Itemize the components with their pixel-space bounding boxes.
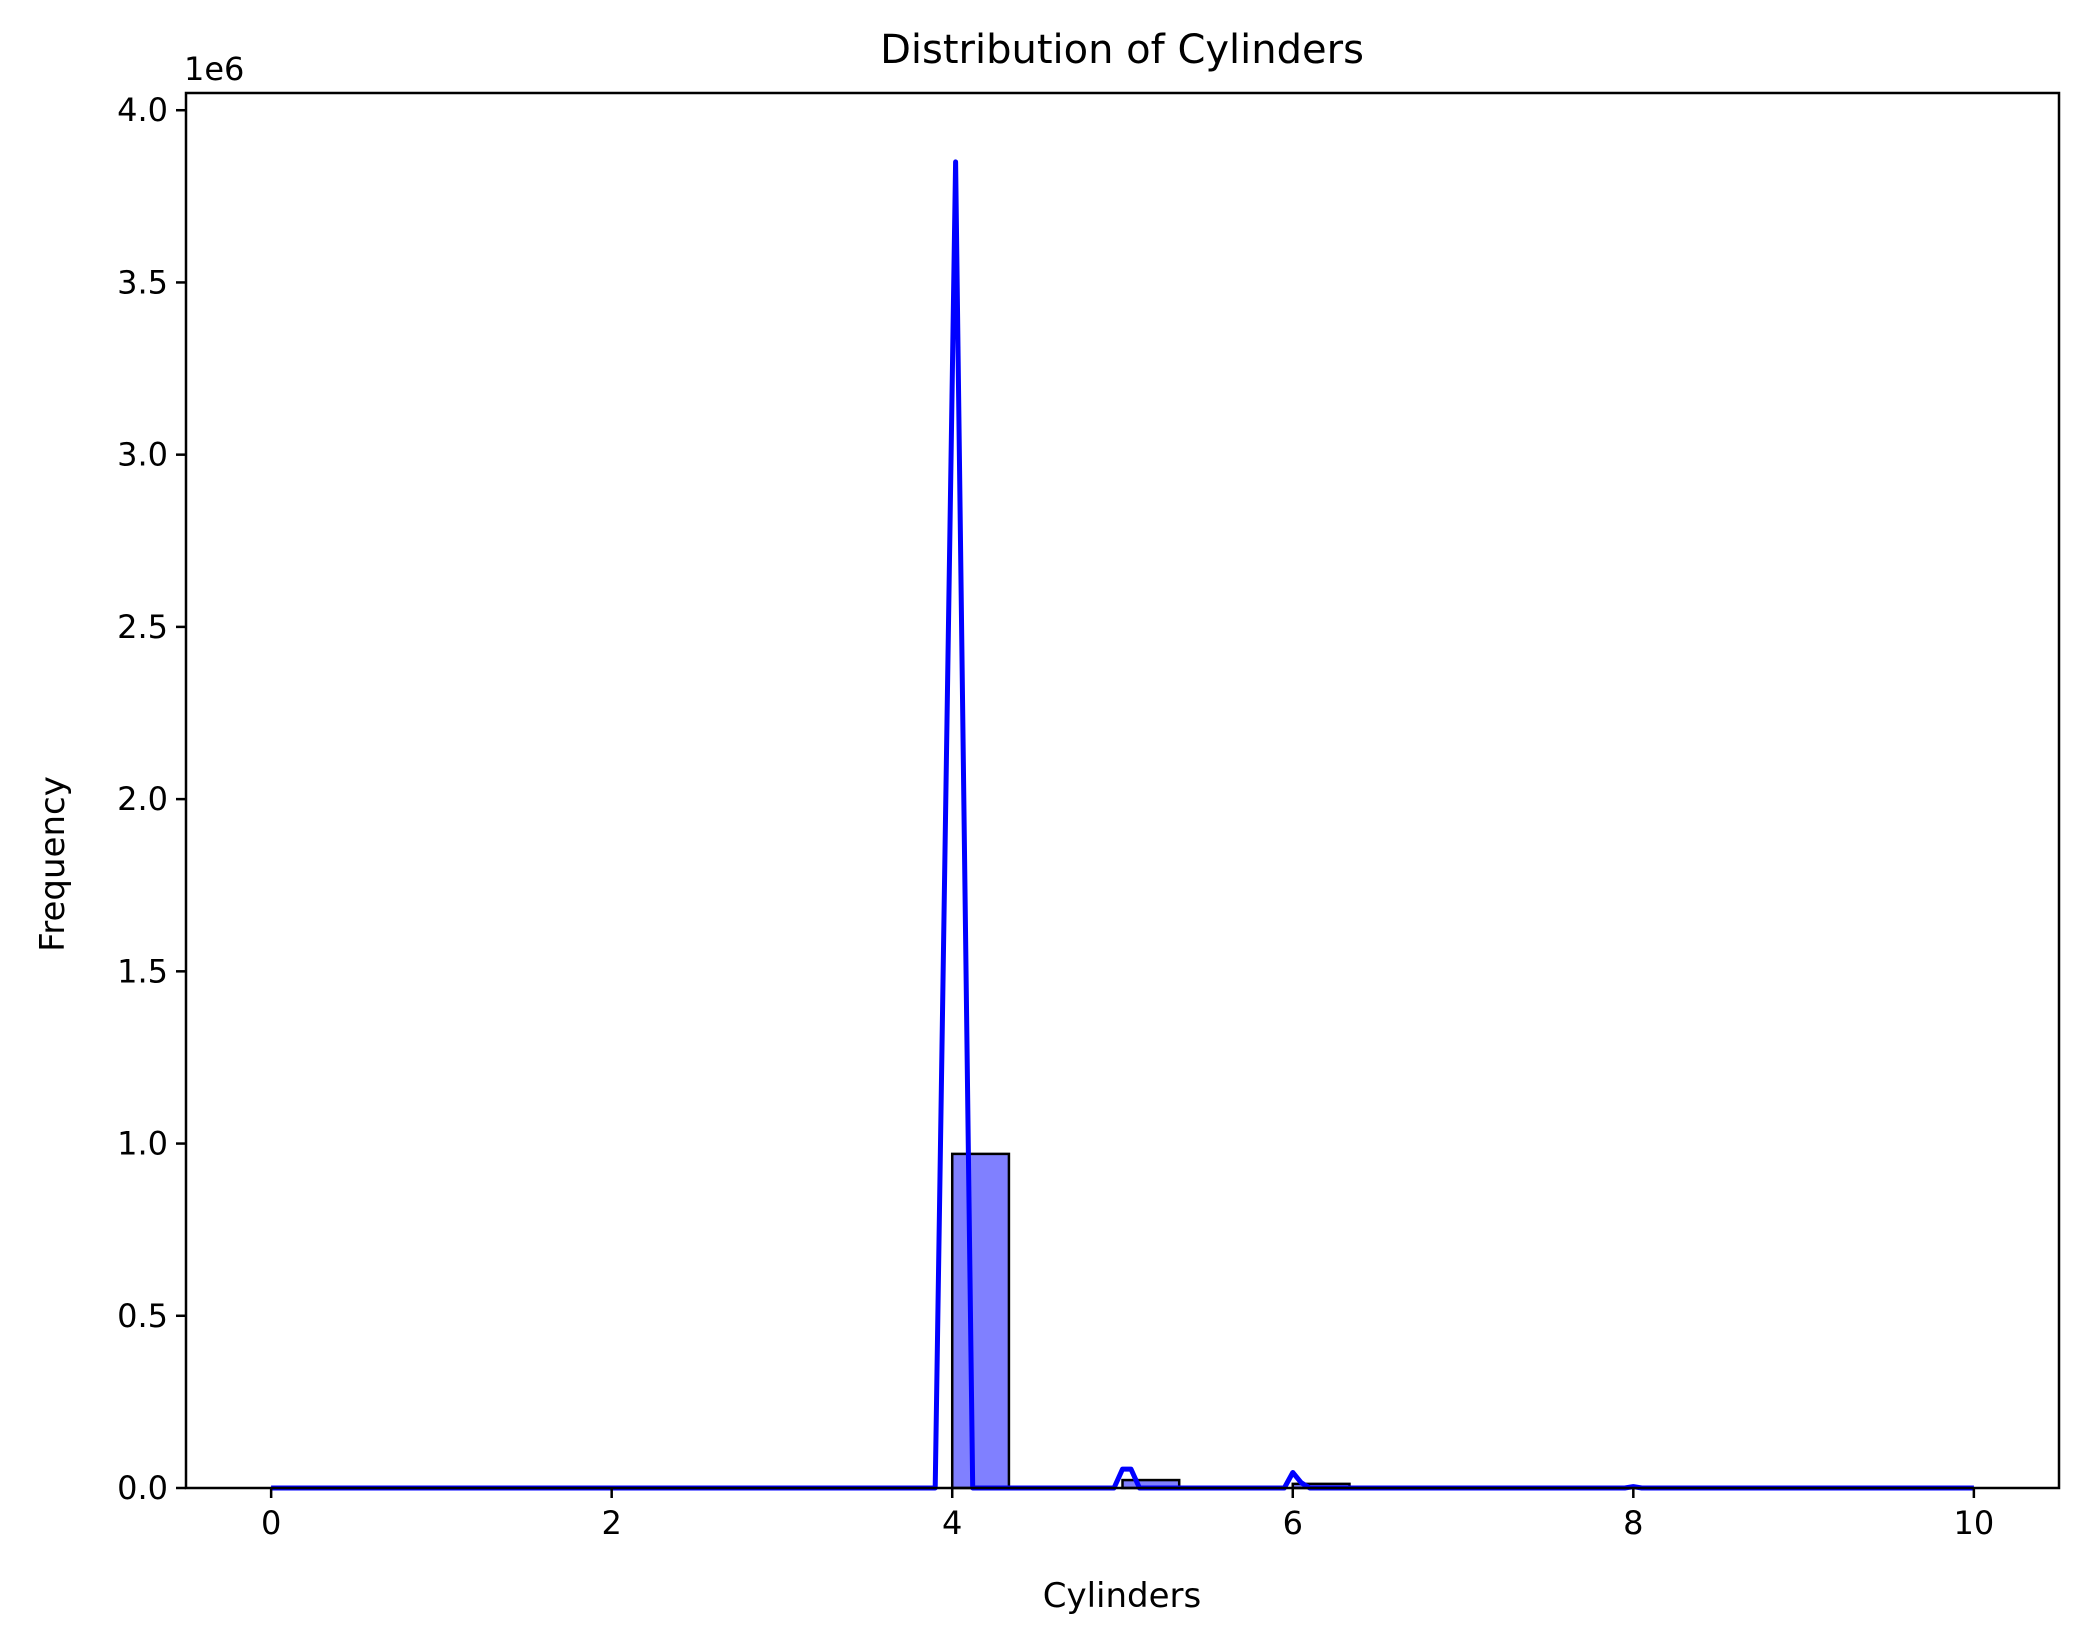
y-axis-label: Frequency (33, 776, 73, 952)
y-tick-label: 1.5 (117, 952, 168, 990)
histogram-bar-0 (950, 1152, 1011, 1490)
y-tick-label: 2.5 (117, 608, 168, 646)
y-tick-label: 3.5 (117, 263, 168, 301)
y-tick-label: 3.0 (117, 436, 168, 474)
y-tick-label: 0.0 (117, 1469, 168, 1507)
bars-group (950, 1152, 1351, 1490)
y-tick-label: 2.0 (117, 780, 168, 818)
plot-frame (184, 91, 2061, 1490)
y-tick-label: 1.0 (117, 1125, 168, 1163)
chart-title: Distribution of Cylinders (880, 27, 1364, 73)
y-tick-label: 0.5 (117, 1297, 168, 1335)
x-tick-label: 0 (261, 1504, 281, 1542)
x-tick-label: 4 (942, 1504, 962, 1542)
x-tick-label: 10 (1954, 1504, 1995, 1542)
x-axis-ticks: 0 2 4 6 8 10 (261, 1488, 1994, 1542)
x-tick-label: 8 (1623, 1504, 1643, 1542)
y-axis-ticks: 0.0 0.5 1.0 1.5 2.0 2.5 3.0 3.5 4.0 (117, 91, 186, 1507)
y-tick-label: 4.0 (117, 91, 168, 129)
y-offset-label: 1e6 (184, 50, 244, 88)
x-tick-label: 6 (1283, 1504, 1303, 1542)
x-tick-label: 2 (602, 1504, 622, 1542)
x-axis-label: Cylinders (1043, 1576, 1202, 1616)
